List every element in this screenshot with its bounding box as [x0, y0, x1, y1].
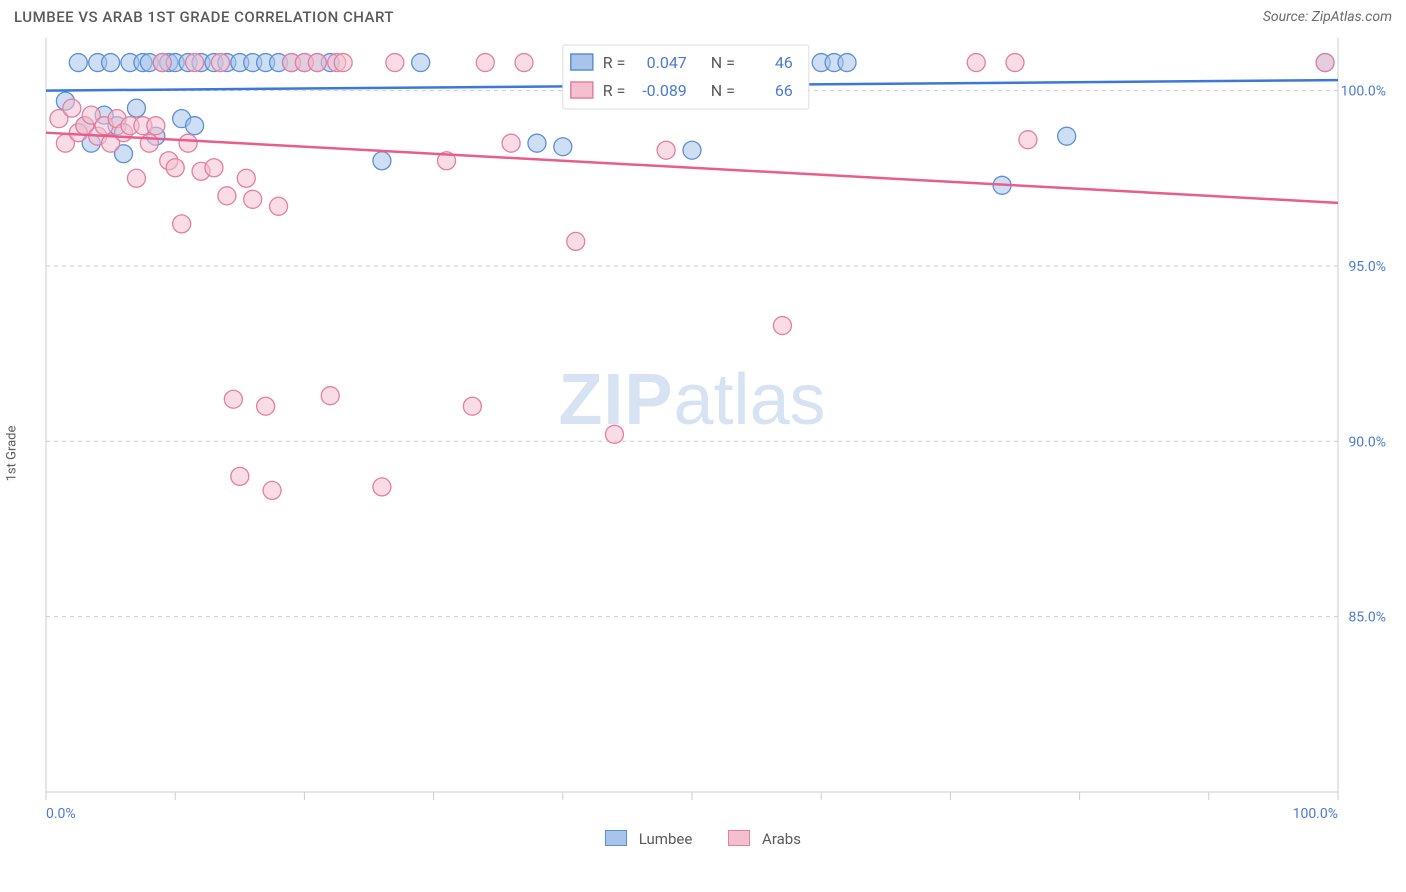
- svg-text:ZIPatlas: ZIPatlas: [558, 360, 825, 440]
- source-label: Source: ZipAtlas.com: [1263, 9, 1392, 25]
- bottom-legend: Lumbee Arabs: [0, 830, 1406, 848]
- chart-header: LUMBEE VS ARAB 1ST GRADE CORRELATION CHA…: [0, 0, 1406, 30]
- svg-text:100.0%: 100.0%: [1293, 806, 1338, 822]
- svg-text:0.047: 0.047: [647, 53, 687, 72]
- legend-swatch-arabs: [728, 830, 750, 846]
- svg-text:-0.089: -0.089: [642, 81, 687, 100]
- svg-text:46: 46: [775, 53, 793, 72]
- svg-text:100.0%: 100.0%: [1341, 84, 1386, 100]
- legend-label-lumbee: Lumbee: [639, 830, 693, 848]
- scatter-chart: 85.0% 90.0% 95.0% 100.0% 0.0% 100.0% ZIPatlas R…: [44, 36, 1392, 826]
- chart-title: LUMBEE VS ARAB 1ST GRADE CORRELATION CHA…: [14, 8, 394, 26]
- svg-text:N =: N =: [711, 81, 735, 100]
- svg-text:N =: N =: [711, 53, 735, 72]
- chart-area: 85.0% 90.0% 95.0% 100.0% 0.0% 100.0% ZIPatlas R…: [44, 36, 1392, 826]
- svg-text:66: 66: [775, 81, 793, 100]
- svg-text:90.0%: 90.0%: [1348, 434, 1386, 450]
- y-axis-label: 1st Grade: [5, 426, 20, 482]
- legend-item-lumbee: Lumbee: [605, 830, 692, 848]
- svg-text:0.0%: 0.0%: [46, 806, 76, 822]
- legend-item-arabs: Arabs: [728, 830, 801, 848]
- legend-swatch-lumbee: [605, 830, 627, 846]
- svg-text:95.0%: 95.0%: [1348, 259, 1386, 275]
- legend-label-arabs: Arabs: [762, 830, 801, 848]
- svg-text:R =: R =: [603, 81, 626, 100]
- svg-text:R =: R =: [603, 53, 626, 72]
- svg-text:85.0%: 85.0%: [1348, 610, 1386, 626]
